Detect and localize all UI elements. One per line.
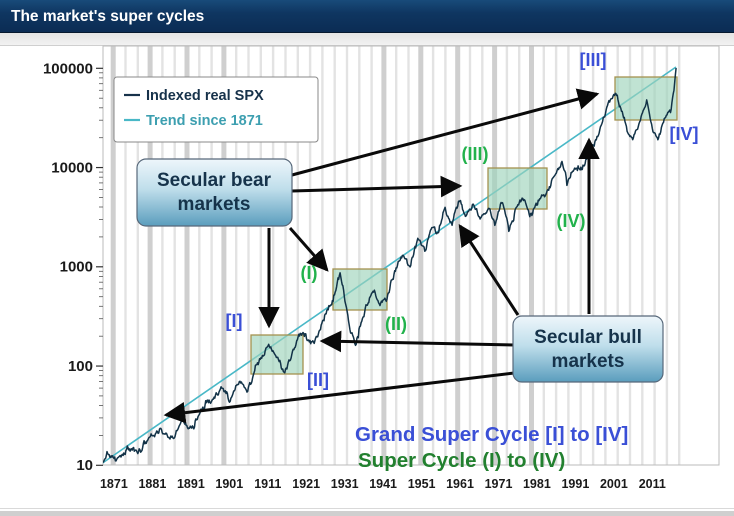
svg-text:1951: 1951 (408, 477, 436, 491)
svg-text:Secular bear: Secular bear (157, 170, 272, 191)
svg-text:1901: 1901 (215, 477, 243, 491)
svg-text:2001: 2001 (600, 477, 628, 491)
svg-text:Secular bull: Secular bull (534, 327, 642, 348)
svg-text:1981: 1981 (523, 477, 551, 491)
svg-text:1931: 1931 (331, 477, 359, 491)
svg-text:Trend since 1871: Trend since 1871 (146, 113, 263, 129)
svg-text:1881: 1881 (138, 477, 166, 491)
svg-text:(IV): (IV) (557, 211, 586, 231)
svg-text:1911: 1911 (254, 477, 281, 491)
svg-text:1941: 1941 (369, 477, 397, 491)
svg-text:Super Cycle (I) to (IV): Super Cycle (I) to (IV) (358, 449, 565, 472)
svg-text:markets: markets (178, 194, 251, 215)
svg-text:[III]: [III] (580, 50, 607, 70)
svg-text:1961: 1961 (446, 477, 474, 491)
svg-text:1891: 1891 (177, 477, 205, 491)
svg-text:1991: 1991 (561, 477, 589, 491)
svg-text:(III): (III) (462, 144, 489, 164)
svg-text:[IV]: [IV] (670, 124, 699, 144)
svg-text:[I]: [I] (226, 311, 243, 331)
svg-text:100: 100 (68, 358, 93, 375)
svg-text:[II]: [II] (307, 370, 329, 390)
svg-text:10000: 10000 (51, 160, 93, 177)
svg-text:Grand Super Cycle [I] to [IV]: Grand Super Cycle [I] to [IV] (355, 423, 628, 446)
svg-text:1871: 1871 (100, 477, 128, 491)
svg-text:(I): (I) (301, 263, 318, 283)
svg-text:1971: 1971 (485, 477, 513, 491)
svg-text:Indexed real SPX: Indexed real SPX (146, 88, 264, 104)
svg-text:(II): (II) (385, 314, 407, 334)
svg-text:100000: 100000 (43, 61, 93, 78)
svg-text:markets: markets (552, 351, 625, 372)
svg-text:1000: 1000 (60, 259, 93, 276)
svg-text:1921: 1921 (292, 477, 320, 491)
svg-text:10: 10 (76, 457, 93, 474)
svg-text:2011: 2011 (639, 477, 666, 491)
